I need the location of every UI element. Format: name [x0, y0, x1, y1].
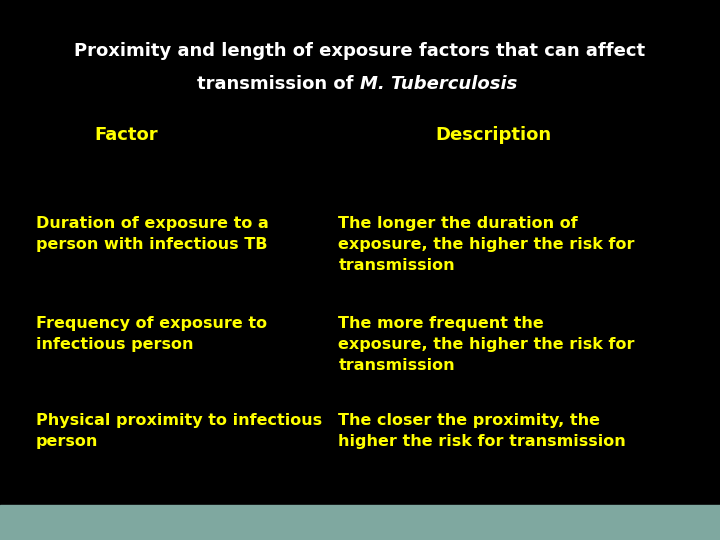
Text: The more frequent the
exposure, the higher the risk for
transmission: The more frequent the exposure, the high…: [338, 316, 635, 373]
Text: The closer the proximity, the
higher the risk for transmission: The closer the proximity, the higher the…: [338, 413, 626, 449]
Text: Factor: Factor: [94, 126, 158, 144]
Text: Description: Description: [435, 126, 552, 144]
Text: Proximity and length of exposure factors that can affect: Proximity and length of exposure factors…: [74, 42, 646, 60]
Bar: [0, 505, 720, 540]
Text: M. Tuberculosis: M. Tuberculosis: [360, 75, 518, 93]
Text: transmission of: transmission of: [197, 75, 360, 93]
Text: Duration of exposure to a
person with infectious TB: Duration of exposure to a person with in…: [36, 216, 269, 252]
Text: Physical proximity to infectious
person: Physical proximity to infectious person: [36, 413, 322, 449]
Text: Frequency of exposure to
infectious person: Frequency of exposure to infectious pers…: [36, 316, 267, 352]
Text: The longer the duration of
exposure, the higher the risk for
transmission: The longer the duration of exposure, the…: [338, 216, 635, 273]
